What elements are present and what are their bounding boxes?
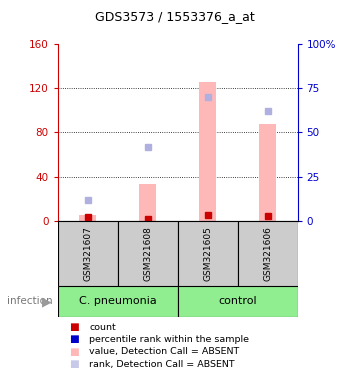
- Bar: [58, 286, 178, 317]
- Bar: [238, 221, 298, 286]
- Bar: [139, 184, 156, 221]
- Text: GSM321608: GSM321608: [143, 226, 152, 281]
- Text: ■: ■: [69, 334, 78, 344]
- Bar: [79, 215, 96, 221]
- Text: GSM321605: GSM321605: [203, 226, 212, 281]
- Text: ▶: ▶: [42, 295, 52, 308]
- Bar: [178, 286, 298, 317]
- Text: ■: ■: [69, 322, 78, 332]
- Text: C. pneumonia: C. pneumonia: [79, 296, 156, 306]
- Text: value, Detection Call = ABSENT: value, Detection Call = ABSENT: [89, 347, 239, 356]
- Bar: [118, 221, 177, 286]
- Text: infection: infection: [7, 296, 52, 306]
- Text: ■: ■: [69, 347, 78, 357]
- Bar: [178, 221, 238, 286]
- Text: GDS3573 / 1553376_a_at: GDS3573 / 1553376_a_at: [95, 10, 255, 23]
- Text: GSM321607: GSM321607: [83, 226, 92, 281]
- Text: control: control: [218, 296, 257, 306]
- Text: rank, Detection Call = ABSENT: rank, Detection Call = ABSENT: [89, 359, 235, 369]
- Bar: [259, 124, 276, 221]
- Text: GSM321606: GSM321606: [263, 226, 272, 281]
- Bar: [199, 82, 216, 221]
- Text: ■: ■: [69, 359, 78, 369]
- Bar: [58, 221, 118, 286]
- Text: count: count: [89, 323, 116, 332]
- Text: percentile rank within the sample: percentile rank within the sample: [89, 335, 249, 344]
